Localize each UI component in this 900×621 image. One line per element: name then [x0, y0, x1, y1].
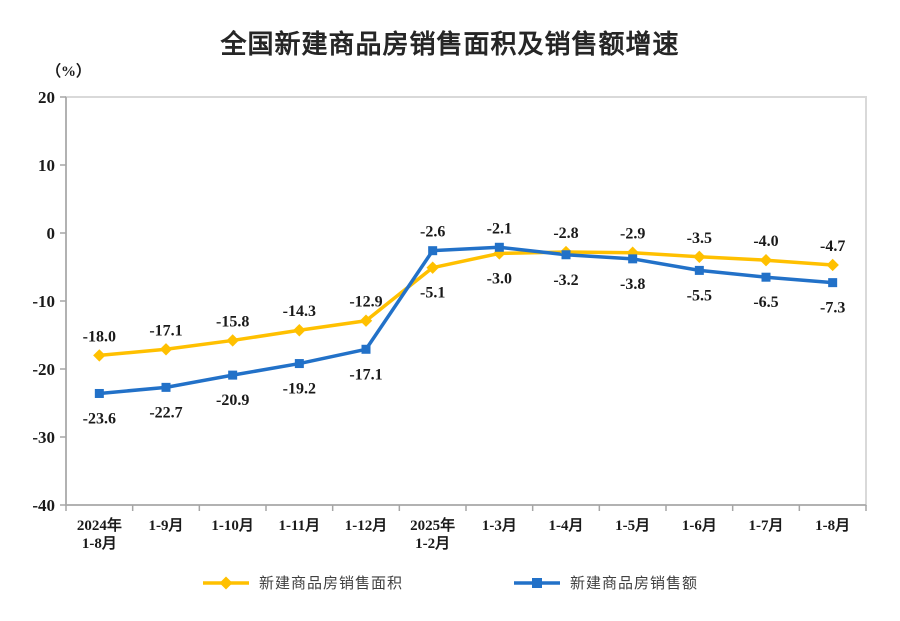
data-point-marker: [93, 349, 106, 362]
data-label: -23.6: [83, 410, 116, 427]
chart-title: 全国新建商品房销售面积及销售额增速: [220, 29, 680, 59]
data-label: -3.2: [553, 272, 578, 289]
data-point-marker: [693, 250, 706, 263]
x-axis-label: 1-6月: [682, 517, 717, 534]
data-label: -2.8: [553, 225, 578, 242]
data-label: -12.9: [349, 294, 382, 311]
y-tick-label: -40: [32, 496, 55, 515]
x-axis-label: 1-5月: [615, 517, 650, 534]
data-label: -19.2: [283, 381, 316, 398]
x-axis-label: 2025年 1-2月: [410, 516, 455, 552]
legend-label-sales-amount: 新建商品房销售额: [570, 576, 699, 592]
data-point-marker: [159, 343, 173, 356]
y-tick-label: -30: [32, 428, 55, 447]
data-point-marker: [294, 359, 304, 369]
data-point-marker: [761, 272, 771, 282]
data-label: -17.1: [149, 322, 182, 339]
y-tick-label: -10: [32, 292, 55, 311]
data-point-marker: [561, 250, 571, 260]
y-tick-label: -20: [32, 360, 55, 379]
y-tick-label: 20: [38, 88, 55, 107]
data-label: -2.6: [420, 224, 445, 241]
data-point-marker: [759, 254, 773, 267]
data-label: -22.7: [149, 404, 182, 421]
series-line-0: [97, 250, 835, 358]
data-point-marker: [361, 344, 371, 354]
y-tick-label: 10: [38, 156, 55, 175]
x-axis-label: 1-9月: [149, 517, 184, 534]
data-point-marker: [426, 261, 439, 274]
data-label: -3.5: [687, 230, 712, 247]
x-axis-label: 1-3月: [482, 517, 517, 534]
data-point-marker: [359, 314, 373, 327]
data-point-marker: [226, 334, 239, 347]
legend-item-sales-amount: 新建商品房销售额: [513, 572, 698, 593]
data-point-marker: [826, 258, 839, 272]
data-label: -7.3: [820, 300, 845, 317]
data-label: -2.9: [620, 226, 645, 243]
data-label: -3.0: [487, 270, 512, 287]
data-point-marker: [228, 370, 238, 380]
plot-border: [65, 96, 867, 506]
data-label: -18.0: [83, 328, 116, 345]
x-axis-label: 1-7月: [749, 517, 784, 534]
legend: 新建商品房销售面积 新建商品房销售额: [0, 572, 900, 593]
diamond-marker-icon: [202, 576, 250, 590]
data-label: -6.5: [753, 294, 778, 311]
data-point-marker: [628, 254, 638, 264]
data-label: -5.1: [420, 285, 445, 302]
data-point-marker: [428, 246, 438, 256]
square-marker-icon: [513, 576, 561, 590]
data-point-marker: [161, 382, 171, 392]
x-axis-label: 1-11月: [278, 517, 320, 534]
data-label: -2.1: [487, 220, 512, 237]
data-point-marker: [494, 242, 504, 252]
x-axis-label: 1-4月: [549, 517, 584, 534]
x-axis-label: 1-10月: [211, 517, 254, 534]
y-tick-label: 0: [47, 224, 56, 243]
x-axis-label: 1-8月: [815, 517, 850, 534]
y-axis-unit-label: （%）: [46, 64, 92, 80]
legend-label-sales-area: 新建商品房销售面积: [258, 576, 403, 592]
x-axis-label: 1-12月: [345, 517, 388, 534]
data-point-marker: [828, 278, 838, 288]
data-point-marker: [694, 265, 704, 275]
data-label: -17.1: [349, 366, 382, 383]
data-label: -3.8: [620, 276, 645, 293]
series-line-1: [97, 245, 835, 396]
x-axis-label: 2024年 1-8月: [77, 516, 122, 552]
data-point-marker: [94, 388, 104, 398]
data-label: -4.0: [753, 233, 778, 250]
data-label: -15.8: [216, 313, 249, 330]
data-label: -5.5: [687, 287, 712, 304]
legend-item-sales-area: 新建商品房销售面积: [202, 572, 403, 593]
data-label: -14.3: [283, 303, 316, 320]
data-point-marker: [293, 324, 306, 337]
data-label: -20.9: [216, 392, 249, 409]
data-label: -4.7: [820, 238, 845, 255]
